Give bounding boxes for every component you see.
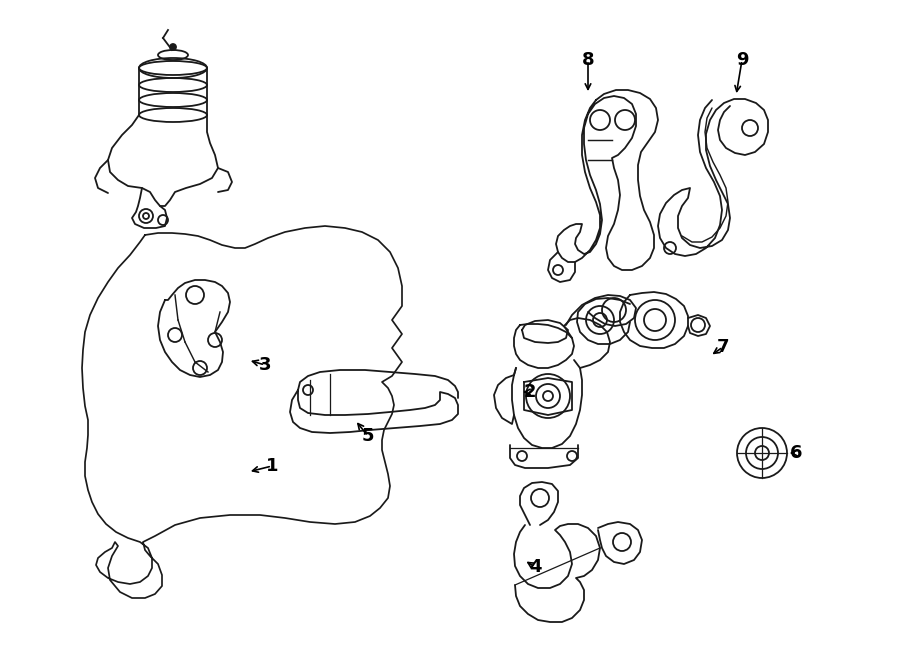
Text: 7: 7	[716, 338, 729, 356]
Text: 4: 4	[529, 558, 541, 576]
Text: 1: 1	[266, 457, 278, 475]
Text: 5: 5	[362, 427, 374, 445]
Text: 3: 3	[259, 356, 271, 374]
Text: 8: 8	[581, 51, 594, 69]
Text: 9: 9	[736, 51, 748, 69]
Text: 2: 2	[524, 383, 536, 401]
Text: 6: 6	[790, 444, 802, 462]
Circle shape	[170, 44, 176, 50]
